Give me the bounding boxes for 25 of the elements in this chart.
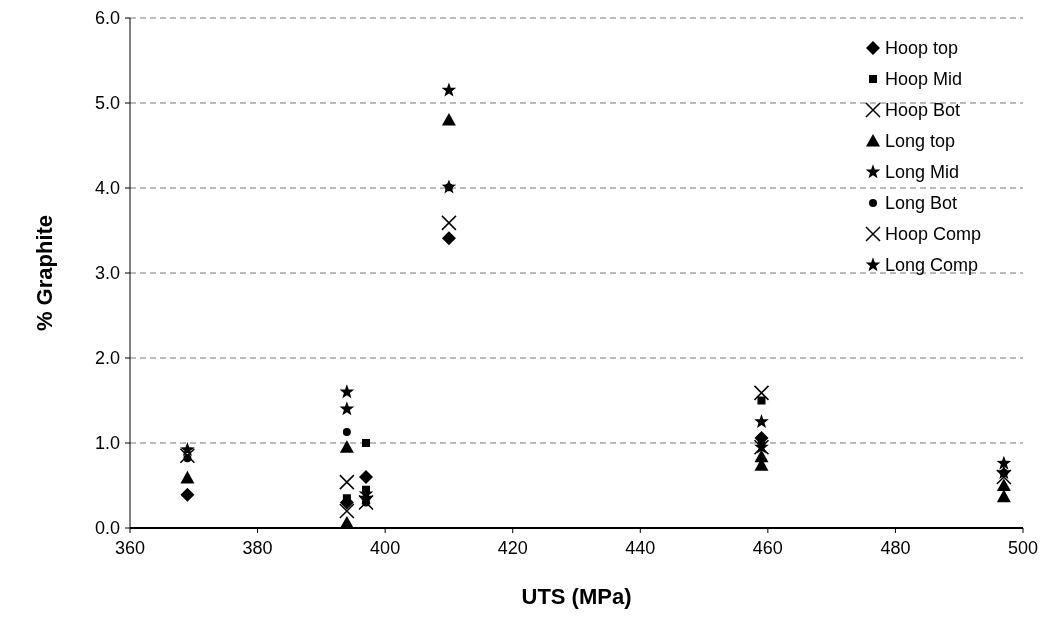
- x-tick-label: 400: [370, 538, 401, 558]
- legend-label: Long Mid: [885, 162, 960, 182]
- legend-label: Long Bot: [885, 193, 958, 213]
- x-tick-label: 440: [625, 538, 656, 558]
- legend-label: Hoop Mid: [885, 69, 963, 89]
- legend-label: Hoop Bot: [885, 100, 961, 120]
- x-axis-title: UTS (MPa): [521, 584, 632, 609]
- legend-label: Long Comp: [885, 255, 979, 275]
- x-tick-label: 460: [752, 538, 783, 558]
- x-tick-label: 420: [497, 538, 528, 558]
- y-tick-label: 4.0: [94, 178, 120, 198]
- x-tick-label: 500: [1007, 538, 1039, 558]
- y-axis-title: % Graphite: [32, 214, 57, 332]
- y-tick-label: 6.0: [94, 8, 120, 28]
- legend-label: Long top: [885, 131, 956, 151]
- x-tick-label: 480: [880, 538, 911, 558]
- y-tick-label: 0.0: [94, 518, 120, 538]
- y-tick-label: 5.0: [94, 93, 120, 113]
- y-tick-label: 1.0: [94, 433, 120, 453]
- legend-label: Hoop top: [885, 38, 959, 58]
- x-tick-label: 360: [114, 538, 146, 558]
- y-tick-label: 3.0: [94, 263, 120, 283]
- legend-label: Hoop Comp: [885, 224, 982, 244]
- y-tick-label: 2.0: [94, 348, 120, 368]
- x-tick-label: 380: [242, 538, 273, 558]
